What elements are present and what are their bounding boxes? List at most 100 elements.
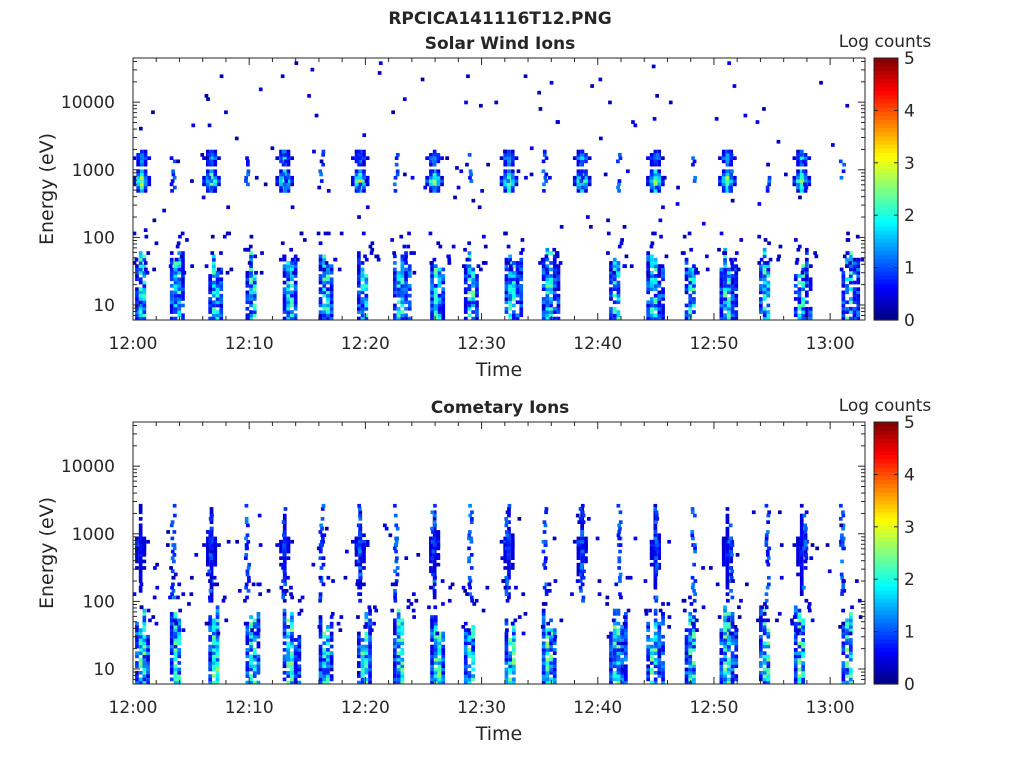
heatmap-cell xyxy=(661,641,665,646)
heatmap-cell xyxy=(682,251,686,255)
heatmap-cell xyxy=(290,595,294,600)
heatmap-cell xyxy=(368,244,373,249)
heatmap-cell xyxy=(653,559,658,564)
heatmap-cell xyxy=(580,153,584,157)
heatmap-cell xyxy=(322,661,327,665)
heatmap-cell xyxy=(799,575,804,580)
heatmap-cell xyxy=(732,84,737,88)
heatmap-cell xyxy=(759,267,763,272)
heatmap-cell xyxy=(430,661,434,665)
heatmap-cell xyxy=(364,303,369,308)
heatmap-cell xyxy=(796,247,801,252)
heatmap-cell xyxy=(396,638,401,642)
heatmap-cell xyxy=(541,539,546,544)
heatmap-cell xyxy=(719,277,724,282)
heatmap-cell xyxy=(177,618,182,623)
heatmap-cell xyxy=(135,628,139,632)
heatmap-cell xyxy=(396,641,401,646)
heatmap-cell xyxy=(549,657,553,662)
heatmap-cell xyxy=(432,566,437,570)
heatmap-cell xyxy=(438,244,443,249)
heatmap-cell xyxy=(135,536,139,541)
heatmap-cell xyxy=(619,241,624,246)
heatmap-cell xyxy=(508,287,512,291)
heatmap-cell xyxy=(297,638,302,642)
heatmap-cell xyxy=(796,556,800,560)
heatmap-cell xyxy=(283,189,288,193)
heatmap-cell xyxy=(358,510,363,515)
heatmap-cell xyxy=(357,274,361,278)
heatmap-cell xyxy=(805,277,809,282)
heatmap-cell xyxy=(400,267,405,272)
heatmap-cell xyxy=(162,208,166,213)
heatmap-cell xyxy=(212,621,216,626)
heatmap-cell xyxy=(508,316,512,321)
heatmap-cell xyxy=(294,61,299,65)
heatmap-cell xyxy=(357,257,361,262)
heatmap-cell xyxy=(804,510,809,515)
heatmap-cell xyxy=(796,189,800,193)
heatmap-cell xyxy=(407,306,412,311)
heatmap-cell xyxy=(281,172,286,177)
heatmap-cell xyxy=(318,277,323,282)
heatmap-cell xyxy=(245,625,250,629)
heatmap-cell xyxy=(392,182,397,187)
heatmap-cell xyxy=(629,264,634,268)
heatmap-cell xyxy=(135,621,139,626)
heatmap-cell xyxy=(364,257,369,262)
heatmap-cell xyxy=(759,303,763,308)
heatmap-cell xyxy=(212,310,216,314)
heatmap-cell xyxy=(799,582,804,587)
heatmap-cell xyxy=(362,162,366,167)
heatmap-cell xyxy=(612,264,617,268)
heatmap-cell xyxy=(701,221,706,226)
heatmap-cell xyxy=(650,661,654,665)
heatmap-cell xyxy=(281,520,286,524)
heatmap-cell xyxy=(552,316,557,321)
heatmap-cell xyxy=(146,638,150,642)
heatmap-cell xyxy=(688,634,693,639)
heatmap-cell xyxy=(208,543,212,547)
heatmap-cell xyxy=(441,287,446,291)
heatmap-cell xyxy=(576,153,581,157)
heatmap-cell xyxy=(400,310,405,314)
heatmap-cell xyxy=(856,280,861,285)
heatmap-cell xyxy=(318,303,323,308)
heatmap-cell xyxy=(653,277,658,282)
heatmap-cell xyxy=(391,110,395,115)
heatmap-cell xyxy=(777,254,781,259)
heatmap-cell xyxy=(723,287,727,291)
heatmap-cell xyxy=(208,290,212,295)
heatmap-cell xyxy=(762,251,767,255)
heatmap-cell xyxy=(360,316,365,321)
heatmap-cell xyxy=(173,615,178,619)
heatmap-cell xyxy=(552,306,557,311)
heatmap-cell xyxy=(762,270,767,275)
heatmap-cell xyxy=(245,316,250,321)
heatmap-cell xyxy=(400,316,405,321)
heatmap-cell xyxy=(734,264,739,268)
heatmap-cell xyxy=(515,277,520,282)
colorbar-step xyxy=(874,266,898,272)
heatmap-cell xyxy=(333,257,338,262)
heatmap-cell xyxy=(504,648,509,652)
heatmap-cell xyxy=(538,261,542,265)
heatmap-cell xyxy=(404,277,408,282)
y-tick-label: 10000 xyxy=(61,457,115,477)
heatmap-cell xyxy=(856,264,861,268)
colorbar-step xyxy=(874,614,898,620)
heatmap-cell xyxy=(584,539,588,544)
heatmap-cell xyxy=(290,261,294,265)
heatmap-cell xyxy=(762,631,767,636)
heatmap-cell xyxy=(393,290,397,295)
heatmap-cell xyxy=(170,592,174,596)
heatmap-cell xyxy=(819,80,823,85)
heatmap-cell xyxy=(618,520,623,524)
heatmap-cell xyxy=(226,205,230,210)
heatmap-cell xyxy=(734,634,739,639)
heatmap-cell xyxy=(400,274,405,278)
heatmap-cell xyxy=(805,270,809,275)
heatmap-cell xyxy=(624,674,628,678)
heatmap-cell xyxy=(580,182,584,187)
